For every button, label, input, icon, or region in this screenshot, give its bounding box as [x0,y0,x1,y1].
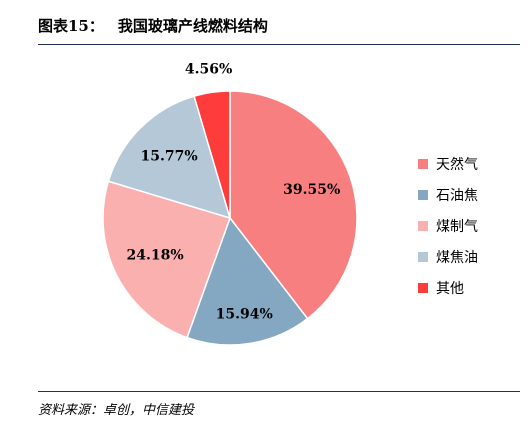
pie-slice-1 [229,90,358,320]
slice-label-4: 15.77% [141,149,198,165]
slice-label-5: 4.56% [185,62,232,78]
legend-swatch [418,158,428,169]
figure-number: 图表15： [38,17,104,35]
source-note: 资料来源：卓创，中信建投 [38,403,195,418]
legend-item-1: 天然气 [418,148,478,179]
pie-slice-4 [107,95,232,220]
legend-label: 煤制气 [436,218,478,235]
bottom-divider [38,391,520,392]
legend-item-3: 煤制气 [418,210,478,241]
top-divider [38,44,520,45]
legend: 天然气石油焦煤制气煤焦油其他 [418,148,478,303]
legend-swatch [418,251,428,262]
figure-title-text: 我国玻璃产线燃料结构 [117,17,268,35]
slice-label-3: 24.18% [127,248,184,264]
legend-label: 天然气 [436,156,478,173]
legend-swatch [418,189,428,200]
legend-item-5: 其他 [418,272,478,303]
legend-label: 石油焦 [436,187,478,204]
figure-title: 图表15： 我国玻璃产线燃料结构 [38,15,268,36]
pie-labels: 39.55% 15.94% 24.18% 15.77% 4.56% [127,62,341,323]
legend-swatch [418,282,428,293]
pie-slice-5 [193,90,231,219]
legend-item-2: 石油焦 [418,179,478,210]
legend-item-4: 煤焦油 [418,241,478,272]
pie-slice-2 [186,216,309,346]
legend-label: 其他 [436,280,464,297]
slice-label-1: 39.55% [283,182,340,198]
pie-slices [102,90,358,346]
legend-swatch [418,220,428,231]
slice-label-2: 15.94% [216,306,273,322]
pie-slice-3 [102,180,231,339]
legend-label: 煤焦油 [436,249,478,266]
